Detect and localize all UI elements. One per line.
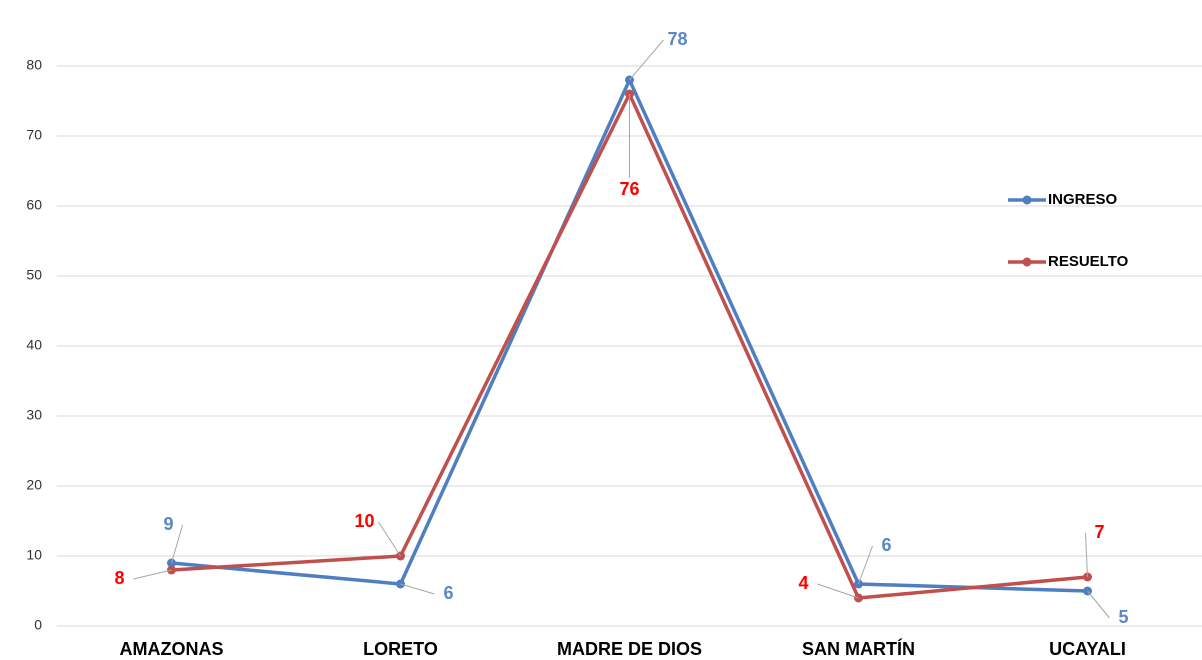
y-tick-label: 40 [26, 337, 42, 353]
data-label: 8 [114, 568, 124, 588]
y-tick-label: 50 [26, 267, 42, 283]
legend-label: RESUELTO [1048, 253, 1129, 270]
y-tick-label: 30 [26, 407, 42, 423]
leader-line [171, 524, 183, 564]
data-label: 10 [354, 511, 374, 531]
data-label: 76 [619, 179, 639, 199]
data-label: 78 [667, 29, 687, 49]
leader-line [378, 521, 401, 557]
y-tick-label: 20 [26, 477, 42, 493]
x-tick-label: AMAZONAS [120, 639, 224, 659]
y-tick-label: 0 [34, 617, 42, 633]
legend-marker [1022, 257, 1032, 267]
y-tick-label: 60 [26, 197, 42, 213]
y-tick-label: 80 [26, 57, 42, 73]
leader-line [133, 569, 172, 580]
x-tick-label: UCAYALI [1049, 639, 1126, 659]
y-tick-label: 70 [26, 127, 42, 143]
data-label: 4 [798, 573, 808, 593]
legend-label: INGRESO [1048, 191, 1118, 208]
data-label: 5 [1118, 607, 1128, 627]
y-tick-label: 10 [26, 547, 42, 563]
data-label: 6 [881, 535, 891, 555]
leader-line [400, 583, 435, 595]
leader-line [1087, 590, 1110, 619]
leader-line [629, 39, 664, 81]
x-tick-label: MADRE DE DIOS [557, 639, 702, 659]
leader-line [1085, 532, 1088, 578]
data-label: 7 [1094, 522, 1104, 542]
leader-line [817, 583, 859, 599]
data-label: 9 [163, 514, 173, 534]
data-label: 6 [443, 583, 453, 603]
leader-line [858, 545, 873, 585]
x-tick-label: LORETO [363, 639, 438, 659]
x-tick-label: SAN MARTÍN [802, 638, 915, 659]
legend-marker [1022, 195, 1032, 205]
